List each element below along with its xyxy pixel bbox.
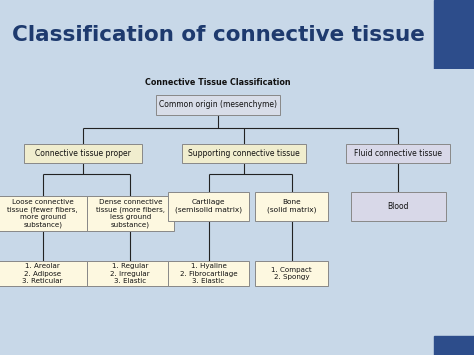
Bar	[434, 0, 474, 69]
FancyBboxPatch shape	[255, 261, 328, 286]
FancyBboxPatch shape	[255, 192, 328, 221]
FancyBboxPatch shape	[168, 192, 249, 221]
Text: Supporting connective tissue: Supporting connective tissue	[188, 149, 300, 158]
FancyBboxPatch shape	[24, 144, 142, 163]
Text: Cartilage
(semisolid matrix): Cartilage (semisolid matrix)	[175, 200, 242, 213]
FancyBboxPatch shape	[351, 192, 446, 221]
FancyBboxPatch shape	[156, 95, 280, 115]
Text: Fluid connective tissue: Fluid connective tissue	[354, 149, 442, 158]
FancyBboxPatch shape	[0, 196, 86, 231]
FancyBboxPatch shape	[346, 144, 450, 163]
Text: Loose connective
tissue (fewer fibers,
more ground
substance): Loose connective tissue (fewer fibers, m…	[8, 199, 78, 228]
Text: Blood: Blood	[387, 202, 409, 211]
FancyBboxPatch shape	[0, 261, 86, 286]
Text: Common origin (mesenchyme): Common origin (mesenchyme)	[159, 100, 277, 109]
Text: Bone
(solid matrix): Bone (solid matrix)	[267, 200, 316, 213]
Text: 1. Areolar
2. Adipose
3. Reticular: 1. Areolar 2. Adipose 3. Reticular	[22, 263, 63, 284]
Text: Classification of connective tissue: Classification of connective tissue	[12, 24, 425, 45]
FancyBboxPatch shape	[182, 144, 306, 163]
Text: 1. Hyaline
2. Fibrocartilage
3. Elastic: 1. Hyaline 2. Fibrocartilage 3. Elastic	[180, 263, 237, 284]
Bar	[434, 335, 474, 355]
Text: 1. Regular
2. Irregular
3. Elastic: 1. Regular 2. Irregular 3. Elastic	[110, 263, 150, 284]
FancyBboxPatch shape	[86, 196, 174, 231]
Text: Connective tissue proper: Connective tissue proper	[35, 149, 131, 158]
Text: Connective Tissue Classification: Connective Tissue Classification	[145, 78, 291, 87]
FancyBboxPatch shape	[168, 261, 249, 286]
Text: 1. Compact
2. Spongy: 1. Compact 2. Spongy	[271, 267, 312, 280]
FancyBboxPatch shape	[86, 261, 174, 286]
Text: Dense connective
tissue (more fibers,
less ground
substance): Dense connective tissue (more fibers, le…	[96, 199, 165, 228]
